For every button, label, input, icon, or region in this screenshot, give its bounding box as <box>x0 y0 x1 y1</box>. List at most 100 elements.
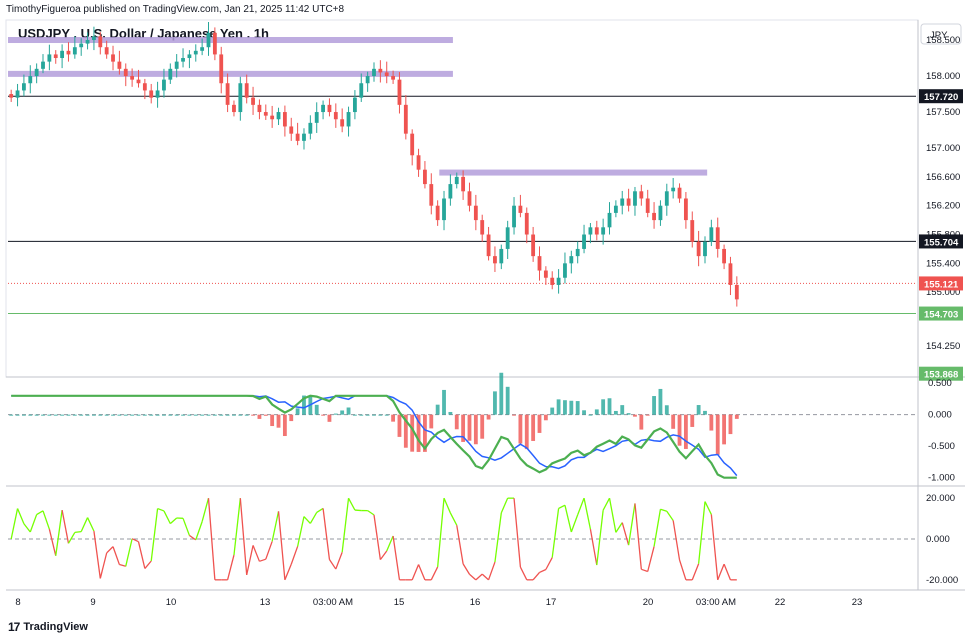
macd-histogram-bar <box>461 414 466 442</box>
resistance-zones <box>8 37 708 176</box>
macd-histogram-bar <box>403 414 408 448</box>
time-tick-label: 13 <box>260 597 271 608</box>
price-tag-bg <box>919 234 963 249</box>
oscillator-segment <box>615 522 623 533</box>
price-axis-ticks: 158.500 158.000 157.500 157.000 156.600 156.2… <box>926 35 960 352</box>
price-tag-bg <box>919 306 963 321</box>
oscillator-segment <box>481 573 490 581</box>
candle-body <box>232 104 236 113</box>
oscillator-segment <box>723 563 732 581</box>
price-tick-label: 157.000 <box>926 143 960 154</box>
macd-histogram-bar <box>518 414 523 444</box>
oscillator-segment <box>443 497 451 514</box>
candle-body <box>130 76 135 80</box>
price-tags: 157.720 155.704 155.121 154.703 153.868 <box>919 89 963 381</box>
candle-body <box>155 90 160 98</box>
time-tick-label: 10 <box>166 597 177 608</box>
macd-histogram-bar <box>372 414 376 416</box>
candle-body <box>696 241 701 257</box>
candle-body <box>359 83 364 98</box>
candle-body <box>461 176 466 192</box>
oscillator-segment <box>602 497 611 511</box>
tradingview-footer[interactable]: 17 TradingView <box>8 620 88 634</box>
candle-body <box>149 90 154 98</box>
oscillator-segment <box>265 541 273 560</box>
candle-body <box>9 94 14 98</box>
macd-histogram-bar <box>162 414 166 416</box>
oscillator-segment <box>449 512 458 526</box>
oscillator-segment <box>16 508 25 525</box>
publisher-line: TimothyFigueroa published on TradingView… <box>6 4 345 15</box>
macd-histogram-bar <box>28 414 33 416</box>
oscillator-segment <box>691 563 700 581</box>
candle-body <box>499 248 504 264</box>
candle-body <box>410 133 415 156</box>
oscillator-segment <box>500 497 509 514</box>
macd-histogram-bar <box>79 414 84 416</box>
oscillator-segment <box>207 498 216 580</box>
macd-histogram-bar <box>454 414 459 430</box>
candle-body <box>512 205 516 228</box>
macd-histogram-bar <box>263 414 268 416</box>
oscillator-segment <box>583 498 592 530</box>
macd-histogram-bar <box>486 414 491 420</box>
macd-histogram-bar <box>563 400 567 415</box>
candle-body <box>346 112 351 127</box>
candle-body <box>448 184 453 199</box>
price-tick-label: 158.500 <box>926 35 960 46</box>
oscillator-pane <box>8 497 916 581</box>
macd-line <box>11 394 737 479</box>
candle-body <box>244 83 249 98</box>
macd-histogram-bar <box>639 414 644 430</box>
macd-histogram-bar <box>111 414 115 416</box>
oscillator-segment <box>29 514 38 533</box>
oscillator-segment <box>23 523 31 533</box>
candle-body <box>518 205 523 213</box>
oscillator-segment <box>710 514 719 580</box>
candle-body <box>289 126 294 134</box>
macd-histogram-bar <box>47 414 52 416</box>
macd-histogram-bar <box>677 414 682 446</box>
candle-body <box>486 234 491 257</box>
macd-histogram-bar <box>435 404 440 415</box>
macd-tick-label: 0.500 <box>928 378 952 389</box>
macd-histogram-bar <box>645 414 650 416</box>
candle-body <box>435 205 440 221</box>
macd-histogram-bar <box>142 414 147 416</box>
macd-histogram-bar <box>346 407 351 415</box>
price-tick-label: 156.200 <box>926 201 960 212</box>
oscillator-segment <box>627 503 636 546</box>
oscillator-segment <box>564 505 572 533</box>
oscillator-segment <box>647 546 655 572</box>
candle-body <box>22 83 26 91</box>
candle-body <box>238 83 243 113</box>
candle-body <box>187 54 192 59</box>
macd-histogram-bar <box>181 414 185 416</box>
candle-body <box>372 68 376 77</box>
macd-histogram-bar <box>244 414 249 416</box>
macd-histogram-bar <box>9 414 14 416</box>
candle-body <box>403 104 408 134</box>
oscillator-segment <box>678 559 687 581</box>
oscillator-segment <box>672 520 681 561</box>
candle-body <box>594 227 599 235</box>
oscillator-segment <box>233 498 241 556</box>
macd-histogram-bar <box>225 414 230 416</box>
macd-histogram-bar <box>715 414 720 455</box>
oscillator-segment <box>589 528 598 566</box>
oscillator-segment <box>125 538 133 567</box>
oscillator-segment <box>341 498 350 553</box>
oscillator-segment <box>252 545 261 562</box>
macd-histogram-bar <box>85 414 90 416</box>
candle-body <box>85 40 90 44</box>
macd-histogram-bar <box>384 414 389 416</box>
macd-histogram-bar <box>66 414 71 416</box>
macd-histogram-bar <box>448 411 453 415</box>
candle-body <box>588 227 593 235</box>
candle-body <box>47 54 52 62</box>
candle-body <box>620 198 625 206</box>
oscillator-segment <box>328 559 337 570</box>
candle-body <box>683 198 688 221</box>
macd-histogram-bar <box>308 396 313 415</box>
candle-body <box>60 50 65 59</box>
